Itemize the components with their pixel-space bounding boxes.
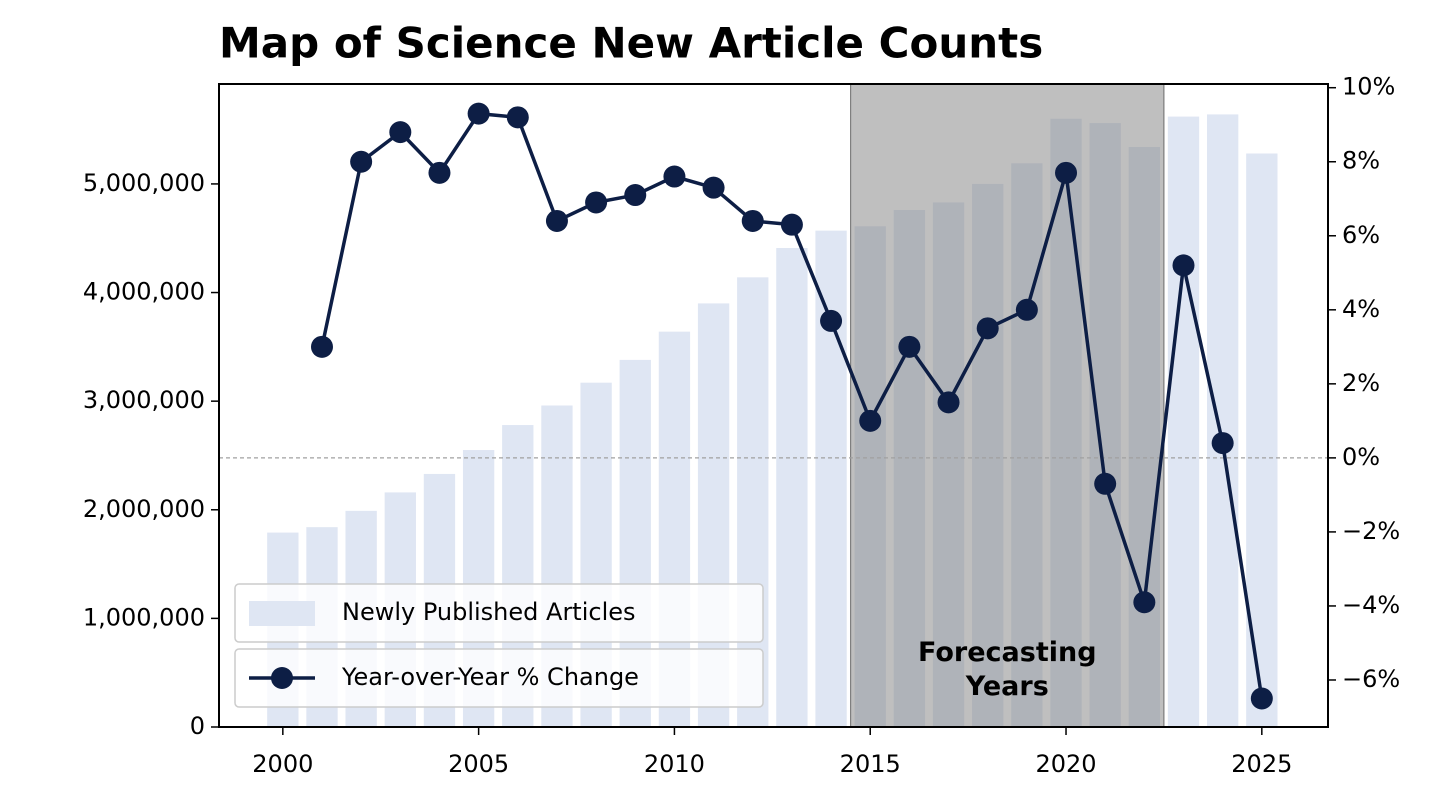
marker bbox=[350, 150, 373, 173]
y2-tick-label: 10% bbox=[1342, 73, 1395, 101]
legend-label: Newly Published Articles bbox=[342, 598, 636, 626]
legend-marker bbox=[271, 667, 293, 689]
legend-box bbox=[234, 583, 764, 643]
marker bbox=[820, 309, 843, 332]
marker bbox=[702, 176, 725, 199]
marker bbox=[937, 391, 960, 414]
y-tick-label: 5,000,000 bbox=[83, 169, 205, 197]
bar bbox=[1246, 153, 1278, 727]
marker bbox=[389, 121, 412, 144]
y2-tick-label: 6% bbox=[1342, 221, 1380, 249]
y-tick-label: 0 bbox=[190, 712, 205, 740]
y-tick-label: 4,000,000 bbox=[83, 278, 205, 306]
marker bbox=[859, 409, 882, 432]
x-tick-label: 2000 bbox=[252, 750, 313, 778]
marker bbox=[741, 209, 764, 232]
y2-tick-label: 4% bbox=[1342, 295, 1380, 323]
marker bbox=[1172, 254, 1195, 277]
marker bbox=[663, 165, 686, 188]
y2-tick-label: 0% bbox=[1342, 443, 1380, 471]
marker bbox=[1133, 591, 1156, 614]
marker bbox=[545, 209, 568, 232]
marker bbox=[310, 335, 333, 358]
y2-tick-label: 2% bbox=[1342, 369, 1380, 397]
marker bbox=[1250, 687, 1273, 710]
y2-tick-label: −2% bbox=[1342, 517, 1400, 545]
x-tick-label: 2005 bbox=[448, 750, 509, 778]
bar bbox=[776, 248, 808, 727]
marker bbox=[1015, 298, 1038, 321]
axes-frame bbox=[218, 83, 1329, 728]
x-tick-label: 2015 bbox=[840, 750, 901, 778]
x-tick-label: 2025 bbox=[1231, 750, 1292, 778]
legend-swatch bbox=[249, 601, 315, 626]
bar bbox=[1167, 116, 1200, 727]
bar bbox=[1206, 114, 1239, 727]
marker bbox=[898, 335, 921, 358]
y-tick-label: 1,000,000 bbox=[83, 603, 205, 631]
marker bbox=[1211, 432, 1234, 455]
x-tick-label: 2020 bbox=[1035, 750, 1096, 778]
marker bbox=[506, 106, 529, 129]
y-tick-label: 2,000,000 bbox=[83, 495, 205, 523]
y-tick-label: 3,000,000 bbox=[83, 386, 205, 414]
marker bbox=[1055, 161, 1078, 184]
marker bbox=[780, 213, 803, 236]
y2-tick-label: −4% bbox=[1342, 591, 1400, 619]
bar bbox=[815, 230, 847, 727]
y2-tick-label: 8% bbox=[1342, 147, 1380, 175]
legend-label: Year-over-Year % Change bbox=[341, 663, 639, 691]
x-tick-label: 2010 bbox=[644, 750, 705, 778]
marker bbox=[585, 191, 608, 214]
marker bbox=[976, 317, 999, 340]
marker bbox=[428, 161, 451, 184]
marker bbox=[624, 184, 647, 207]
y2-tick-label: −6% bbox=[1342, 665, 1400, 693]
shaded-span bbox=[850, 84, 1165, 727]
marker bbox=[467, 102, 490, 125]
shade-label: Forecasting Years bbox=[918, 637, 1097, 702]
chart-title: Map of Science New Article Counts bbox=[219, 19, 1043, 68]
marker bbox=[1094, 472, 1117, 495]
legend-box bbox=[234, 648, 764, 708]
